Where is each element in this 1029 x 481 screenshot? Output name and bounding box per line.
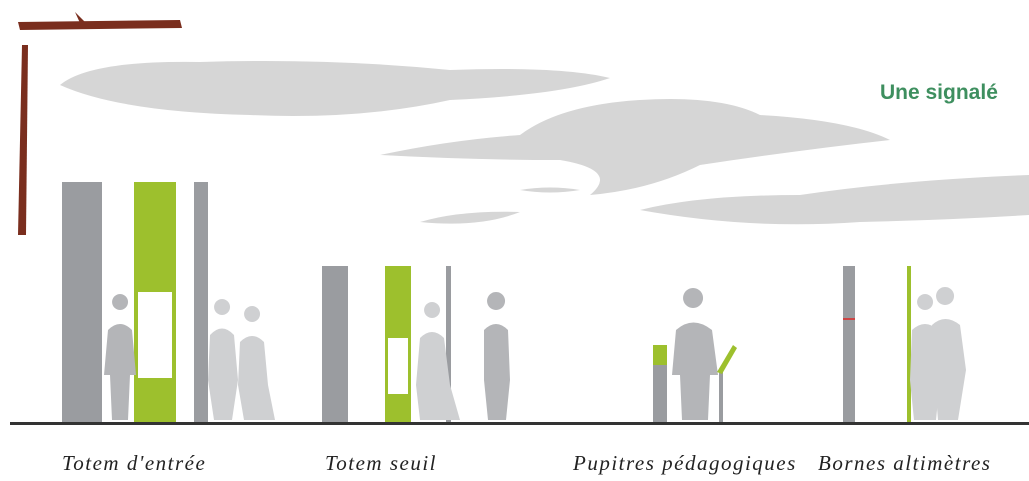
bornes — [843, 266, 966, 423]
ground-line — [10, 422, 1029, 425]
label: Pupitres pédagogiques — [572, 451, 797, 475]
totem-entree — [62, 182, 275, 423]
title: Une signalé — [880, 81, 998, 104]
label: Bornes altimètres — [818, 451, 991, 475]
label: Totem d'entrée — [62, 451, 206, 475]
pupitres — [653, 288, 737, 423]
totem-seuil — [322, 266, 510, 423]
label: Totem seuil — [325, 451, 437, 475]
clouds — [60, 61, 1029, 225]
branch — [18, 12, 182, 235]
